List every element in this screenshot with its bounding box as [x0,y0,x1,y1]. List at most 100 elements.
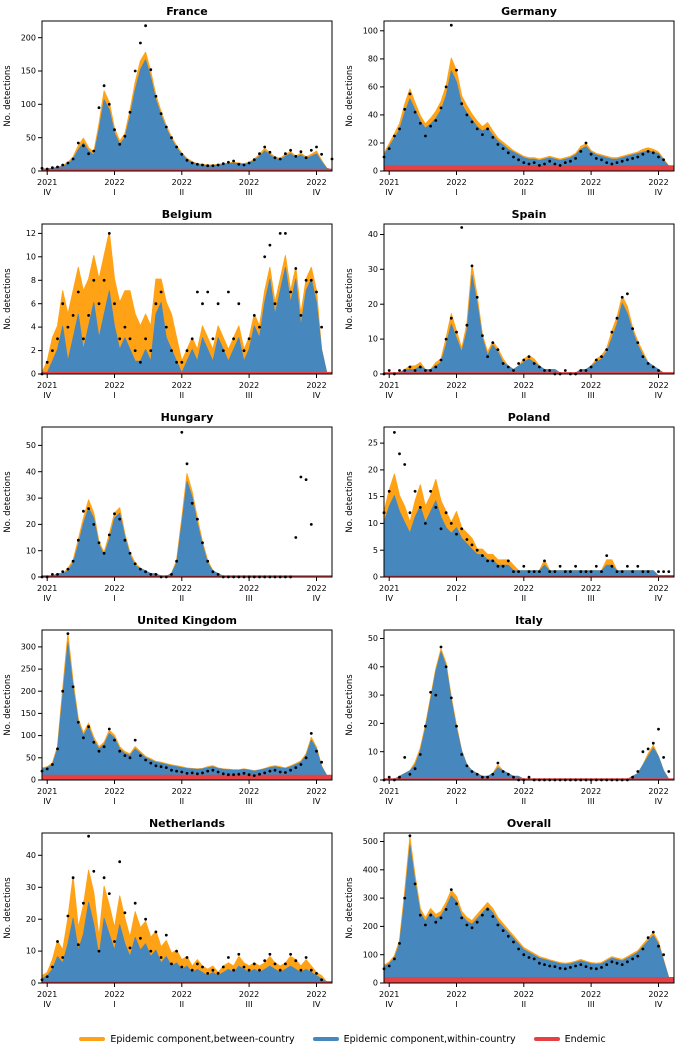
x-tick-label-quarter: III [246,797,253,806]
x-tick-label-year: 2022 [239,787,259,796]
y-tick-label: 300 [363,894,378,903]
observed-dot [548,159,552,163]
observed-dot [289,768,292,772]
observed-dot [273,768,277,772]
observed-dot [133,738,137,742]
x-tick-label-year: 2022 [581,178,601,187]
x-tick-label-year: 2022 [239,178,259,187]
y-tick-label: 150 [21,67,36,76]
observed-dot [444,337,448,341]
observed-dot [491,772,495,776]
observed-dot [403,756,407,759]
y-tick-label: 50 [368,634,378,643]
observed-dot [579,369,583,372]
observed-dot [144,917,148,921]
observed-dot [61,570,65,574]
observed-dot [164,766,168,769]
observed-dot [408,511,412,515]
x-tick-label-quarter: III [246,391,253,400]
observed-dot [398,775,401,779]
observed-dot [206,290,210,294]
x-tick-label-year: 2022 [446,178,466,187]
observed-dot [92,523,96,526]
observed-dot [558,966,562,970]
observed-dot [641,570,645,573]
observed-dot [636,770,640,773]
endemic-area [42,775,332,780]
observed-dot [56,940,59,943]
chart-panel-hungary: 010203040502021IV2022I2022II2022III2022I… [3,411,333,603]
y-tick-label: 10 [26,252,36,261]
observed-dot [408,365,412,369]
x-tick-label-year: 2021 [37,787,57,796]
observed-dot [651,741,655,745]
observed-dot [144,570,148,574]
x-tick-label-year: 2022 [172,381,192,390]
observed-dot [149,949,153,953]
observed-dot [491,915,495,918]
x-tick-label-year: 2022 [306,584,326,593]
observed-dot [92,869,96,873]
observed-dot [610,330,614,334]
x-tick-label-year: 2022 [239,584,259,593]
observed-dot [102,84,106,88]
y-tick-label: 100 [21,100,36,109]
y-tick-label: 20 [368,719,378,728]
x-tick-label-year: 2021 [37,178,57,187]
observed-dot [538,961,541,965]
observed-dot [574,964,577,968]
observed-dot [512,155,515,159]
observed-dot [657,369,660,372]
observed-dot [491,559,495,563]
observed-dot [657,155,660,159]
observed-dot [641,947,645,951]
observed-dot [258,325,261,329]
y-axis-label: No. detections [3,268,13,330]
observed-dot [615,570,619,573]
panel-title: Italy [515,614,543,627]
x-tick-label-quarter: II [521,188,526,197]
observed-dot [87,152,90,156]
observed-dot [128,946,132,950]
chart-panel-poland: 05101520252021IV2022I2022II2022III2022IV… [345,411,675,603]
observed-dot [309,523,313,526]
observed-dot [641,152,645,156]
observed-dot [139,360,142,364]
observed-dot [97,302,101,306]
observed-dot [481,913,484,917]
observed-dot [393,134,396,138]
within-country-area [383,70,675,172]
observed-dot [45,767,49,771]
observed-dot [294,154,298,158]
observed-dot [247,161,251,165]
x-tick-label-year: 2022 [648,990,668,999]
observed-dot [196,162,199,166]
observed-dot [159,765,163,769]
observed-dot [636,155,640,159]
observed-dot [620,963,624,966]
observed-dot [170,768,173,772]
observed-dot [563,967,567,971]
observed-dot [413,369,417,372]
y-tick-label: 0 [31,776,36,785]
x-tick-label-year: 2022 [104,990,124,999]
observed-dot [216,573,220,576]
observed-dot [553,162,557,166]
observed-dot [159,112,163,116]
x-tick-label-year: 2022 [514,990,534,999]
observed-dot [175,769,179,773]
x-tick-label-quarter: IV [655,1000,663,1009]
chart-panel-germany: 0204060801002021IV2022I2022II2022III2022… [345,5,675,197]
observed-dot [118,517,122,521]
observed-dot [398,452,401,456]
observed-dot [82,736,85,740]
within-country-area [383,274,675,375]
observed-dot [247,337,251,341]
observed-dot [87,314,90,317]
observed-dot [532,957,536,961]
panel-title: Belgium [162,208,213,221]
observed-dot [662,756,665,759]
observed-dot [387,147,391,151]
observed-dot [56,165,59,169]
observed-dot [61,689,65,693]
